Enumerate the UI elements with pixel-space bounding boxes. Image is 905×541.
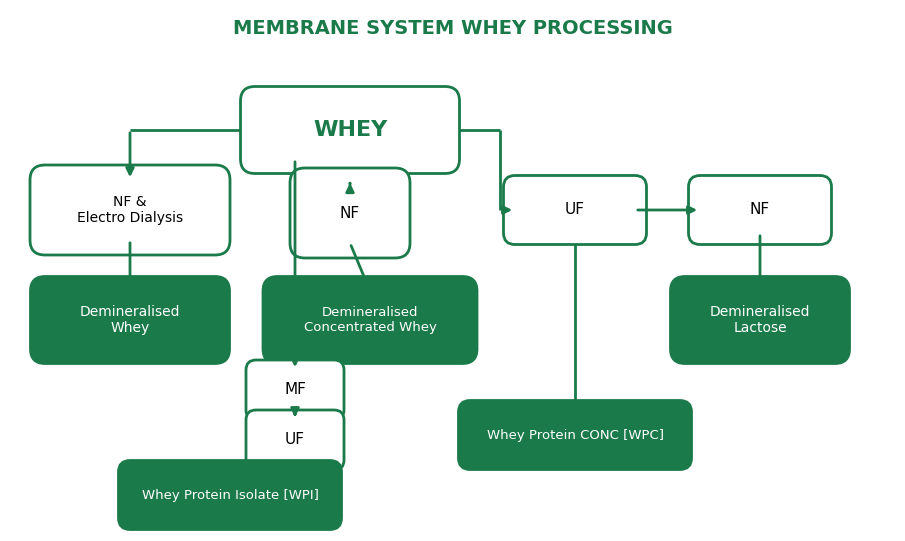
FancyBboxPatch shape: [503, 175, 646, 245]
FancyBboxPatch shape: [119, 460, 341, 530]
FancyBboxPatch shape: [241, 87, 460, 174]
Text: NF: NF: [750, 202, 770, 217]
FancyBboxPatch shape: [246, 410, 344, 470]
Text: Demineralised
Whey: Demineralised Whey: [80, 305, 180, 335]
Text: UF: UF: [565, 202, 585, 217]
Text: Demineralised
Concentrated Whey: Demineralised Concentrated Whey: [303, 306, 436, 334]
FancyBboxPatch shape: [31, 276, 230, 364]
FancyBboxPatch shape: [290, 168, 410, 258]
Text: WHEY: WHEY: [313, 120, 387, 140]
FancyBboxPatch shape: [246, 360, 344, 420]
FancyBboxPatch shape: [671, 276, 850, 364]
FancyBboxPatch shape: [689, 175, 832, 245]
Text: Whey Protein CONC [WPC]: Whey Protein CONC [WPC]: [487, 428, 663, 441]
Text: Whey Protein Isolate [WPI]: Whey Protein Isolate [WPI]: [141, 489, 319, 502]
Text: Demineralised
Lactose: Demineralised Lactose: [710, 305, 810, 335]
FancyBboxPatch shape: [30, 165, 230, 255]
Text: MEMBRANE SYSTEM WHEY PROCESSING: MEMBRANE SYSTEM WHEY PROCESSING: [233, 18, 672, 37]
Text: MF: MF: [284, 382, 306, 398]
FancyBboxPatch shape: [459, 400, 691, 470]
Text: NF &
Electro Dialysis: NF & Electro Dialysis: [77, 195, 183, 225]
FancyBboxPatch shape: [263, 276, 477, 364]
Text: UF: UF: [285, 432, 305, 447]
Text: NF: NF: [340, 206, 360, 221]
